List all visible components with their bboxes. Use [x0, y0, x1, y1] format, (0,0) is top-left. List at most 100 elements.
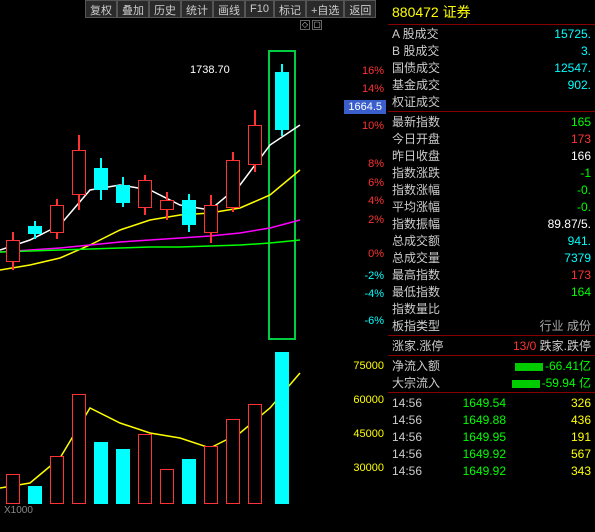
row-label: 国债成交 — [392, 59, 440, 76]
panel-row: 板指类型行业 成份 — [388, 317, 595, 334]
price-y-axis: 16%14%10%8%6%4%2%0%-2%-4%-6% — [332, 30, 388, 330]
panel-row: 昨日收盘166 — [388, 147, 595, 164]
toolbar-画线[interactable]: 画线 — [213, 0, 245, 18]
row-label: 大宗流入 — [392, 374, 440, 391]
panel-row: 指数涨跌-1 — [388, 164, 595, 181]
panel-row: 今日开盘 173 — [388, 130, 595, 147]
volume-bar — [28, 486, 42, 504]
row-label: 净流入额 — [392, 357, 440, 374]
row-value: 173 — [571, 132, 591, 146]
toolbar-返回[interactable]: 返回 — [344, 0, 376, 18]
row-value: 166 — [571, 149, 591, 163]
panel-row: 净流入额 -66.41亿 — [388, 357, 595, 374]
panel-row: 大宗流入 -59.94 亿 — [388, 374, 595, 391]
row-label: A 股成交 — [392, 25, 439, 42]
volume-scale-tag: X1000 — [4, 505, 33, 516]
tick-row: 14:561649.95191 — [388, 428, 595, 445]
tick-row: 14:561649.54326 — [388, 394, 595, 411]
toolbar-标记[interactable]: 标记 — [274, 0, 306, 18]
panel-row: 最低指数 164 — [388, 283, 595, 300]
volume-chart[interactable]: X1000 — [0, 338, 330, 518]
panel-row: A 股成交 15725. — [388, 25, 595, 42]
row-label: 最低指数 — [392, 283, 440, 300]
row-value: 164 — [571, 285, 591, 299]
volume-bar — [94, 442, 108, 504]
row-value: 173 — [571, 268, 591, 282]
panel-row: 最高指数 173 — [388, 266, 595, 283]
chart-area: 1738.70 16%14%10%8%6%4%2%0%-2%-4%-6% 166… — [0, 18, 388, 532]
stock-code: 880472 — [392, 4, 439, 20]
row-label: 基金成交 — [392, 76, 440, 93]
volume-bar — [182, 459, 196, 504]
row-value: 12547. — [554, 61, 591, 75]
panel-row: 权证成交 — [388, 93, 595, 110]
toolbar-F10[interactable]: F10 — [245, 0, 274, 18]
y-tick: 14% — [334, 83, 384, 95]
volume-bar — [72, 394, 86, 504]
toolbar-复权[interactable]: 复权 — [85, 0, 117, 18]
row-value: -59.94 亿 — [512, 374, 591, 391]
row-label: 指数振幅 — [392, 215, 440, 232]
row-label: 最新指数 — [392, 113, 440, 130]
volume-bar — [50, 456, 64, 504]
row-label: 总成交量 — [392, 249, 440, 266]
volume-bar — [160, 469, 174, 504]
y-tick: 6% — [334, 177, 384, 189]
row-label: 最高指数 — [392, 266, 440, 283]
row-value: 165 — [571, 115, 591, 129]
vol-y-tick: 30000 — [334, 462, 384, 474]
volume-bar — [275, 352, 289, 504]
tick-row: 14:561649.88436 — [388, 411, 595, 428]
row-value: 行业 成份 — [540, 317, 591, 334]
y-tick: 8% — [334, 158, 384, 170]
vol-y-tick: 60000 — [334, 394, 384, 406]
row-value: 3. — [581, 44, 591, 58]
panel-row: 国债成交 12547. — [388, 59, 595, 76]
toolbar-+自选[interactable]: +自选 — [306, 0, 344, 18]
row-label: 指数涨幅 — [392, 181, 440, 198]
row-value: 941. — [568, 234, 591, 248]
volume-bar — [6, 474, 20, 504]
y-tick: 4% — [334, 195, 384, 207]
volume-bar — [226, 419, 240, 504]
row-label: 涨家.涨停 — [392, 337, 443, 354]
panel-row: B 股成交3. — [388, 42, 595, 59]
panel-row: 总成交额 941. — [388, 232, 595, 249]
row-label: 平均涨幅 — [392, 198, 440, 215]
volume-bar — [138, 434, 152, 504]
candlestick-chart[interactable]: 1738.70 — [0, 30, 330, 330]
row-label: 权证成交 — [392, 93, 440, 110]
y-tick: -4% — [334, 288, 384, 300]
row-value: -1 — [580, 166, 591, 180]
toolbar-叠加[interactable]: 叠加 — [117, 0, 149, 18]
y-tick: 2% — [334, 214, 384, 226]
toolbar-统计[interactable]: 统计 — [181, 0, 213, 18]
row-value: 7379 — [564, 251, 591, 265]
volume-y-axis: 75000600004500030000 — [332, 338, 388, 518]
y-tick: -6% — [334, 315, 384, 327]
row-label: 指数量比 — [392, 300, 440, 317]
row-value: 902. — [568, 78, 591, 92]
current-price-tag: 1664.5 — [344, 100, 386, 114]
row-label: 总成交额 — [392, 232, 440, 249]
toolbar-历史[interactable]: 历史 — [149, 0, 181, 18]
row-label: 今日开盘 — [392, 130, 440, 147]
panel-row: 最新指数 165 — [388, 113, 595, 130]
row-value: -66.41亿 — [515, 357, 591, 374]
row-value: -0. — [577, 183, 591, 197]
row-value: 15725. — [554, 27, 591, 41]
panel-row: 总成交量 7379 — [388, 249, 595, 266]
row-value: -0. — [577, 200, 591, 214]
vol-y-tick: 45000 — [334, 428, 384, 440]
toolbar: 复权叠加历史统计画线F10标记+自选返回 — [85, 0, 376, 18]
row-value: 89.87/5. — [548, 217, 591, 231]
panel-row: 指数涨幅 -0. — [388, 181, 595, 198]
volume-bar — [116, 449, 130, 504]
panel-row: 指数量比 — [388, 300, 595, 317]
panel-row: 平均涨幅 -0. — [388, 198, 595, 215]
panel-row: 指数振幅 89.87/5. — [388, 215, 595, 232]
tick-table: 14:561649.5432614:561649.8843614:561649.… — [388, 394, 595, 479]
y-tick: 0% — [334, 248, 384, 260]
panel-row: 基金成交 902. — [388, 76, 595, 93]
y-tick: 16% — [334, 65, 384, 77]
